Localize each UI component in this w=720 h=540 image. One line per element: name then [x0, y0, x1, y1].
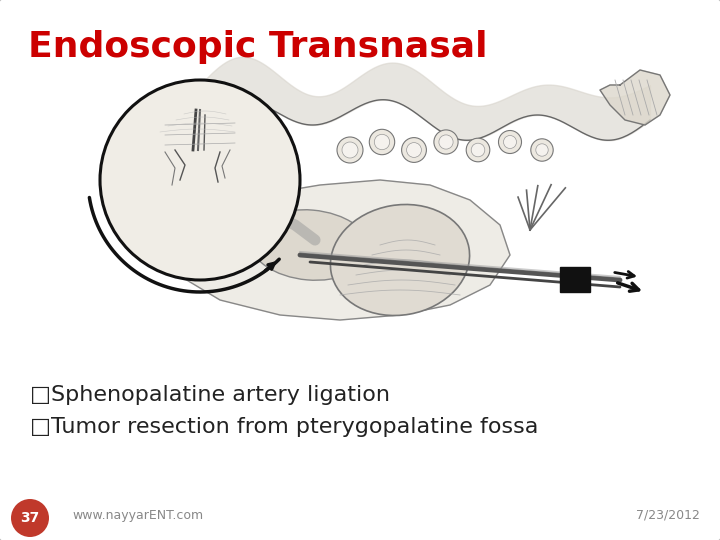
Text: 7/23/2012: 7/23/2012 [636, 509, 700, 522]
Circle shape [407, 143, 421, 157]
Circle shape [11, 499, 49, 537]
Bar [560, 267, 590, 292]
Circle shape [471, 143, 485, 157]
Polygon shape [130, 180, 510, 320]
Circle shape [369, 129, 395, 154]
Circle shape [434, 130, 458, 154]
Text: 37: 37 [20, 511, 40, 525]
Text: □Sphenopalatine artery ligation: □Sphenopalatine artery ligation [30, 385, 390, 405]
Circle shape [531, 139, 553, 161]
Ellipse shape [250, 210, 370, 280]
Circle shape [467, 138, 490, 162]
Ellipse shape [330, 205, 469, 315]
Text: Endoscopic Transnasal: Endoscopic Transnasal [28, 30, 487, 64]
Circle shape [100, 80, 300, 280]
Circle shape [536, 144, 548, 156]
Circle shape [402, 138, 426, 163]
Circle shape [374, 134, 390, 150]
Circle shape [439, 135, 453, 149]
Text: www.nayyarENT.com: www.nayyarENT.com [72, 509, 203, 522]
Circle shape [498, 131, 521, 153]
Circle shape [503, 136, 516, 148]
Polygon shape [600, 70, 670, 125]
Circle shape [337, 137, 363, 163]
Circle shape [342, 142, 358, 158]
Text: □Tumor resection from pterygopalatine fossa: □Tumor resection from pterygopalatine fo… [30, 417, 539, 437]
